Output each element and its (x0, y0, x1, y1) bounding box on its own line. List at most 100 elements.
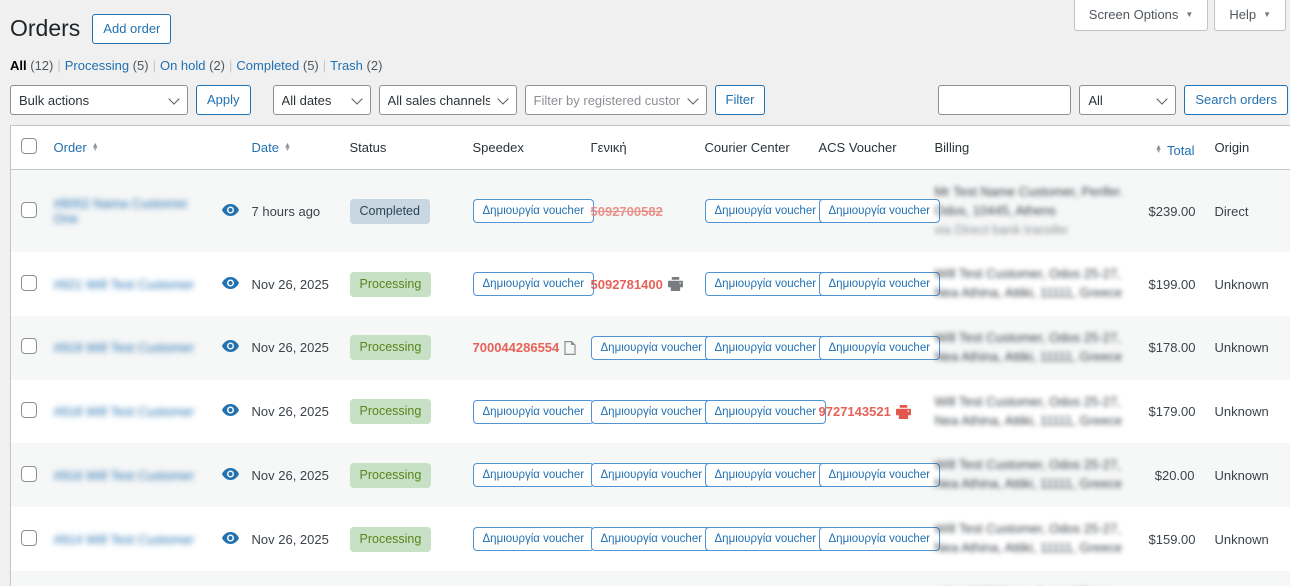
order-link[interactable]: #918 Will Test Customer (53, 404, 195, 420)
order-date: Nov 26, 2025 (251, 531, 329, 547)
apply-button[interactable]: Apply (196, 85, 251, 116)
view-filter-trash[interactable]: Trash (2) (330, 58, 383, 74)
screen-meta-tabs: Screen Options ▼ Help ▼ (1073, 0, 1286, 31)
view-filter-processing[interactable]: Processing (5) (64, 58, 149, 74)
sort-by-order[interactable]: Order ▲ ▼ (53, 140, 99, 156)
order-row-checkbox[interactable] (21, 201, 37, 218)
create-voucher-button-speedex[interactable]: Δημιουργία voucher (472, 527, 595, 551)
filter-button[interactable]: Filter (714, 85, 766, 116)
search-orders-button[interactable]: Search orders (1184, 85, 1288, 116)
create-voucher-button-courier-center[interactable]: Δημιουργία voucher (704, 199, 827, 224)
create-voucher-button-geniki[interactable]: Δημιουργία voucher (590, 527, 713, 551)
create-voucher-button-speedex[interactable]: Δημιουργία voucher (472, 463, 595, 488)
page-title: Orders (10, 15, 81, 42)
views-separator: | (57, 58, 61, 74)
chevron-down-icon: ▼ (1263, 10, 1271, 19)
customer-filter-select[interactable]: Filter by registered customer (524, 85, 707, 116)
views-separator: | (229, 58, 233, 74)
order-preview-eye-icon[interactable] (221, 467, 239, 480)
order-preview-eye-icon[interactable] (221, 276, 239, 289)
screen-options-label: Screen Options (1088, 7, 1179, 22)
bulk-actions-select[interactable]: Bulk actions (10, 85, 188, 116)
add-order-button[interactable]: Add order (92, 14, 172, 45)
order-origin: Unknown (1214, 531, 1269, 547)
voucher-document-icon[interactable] (564, 340, 576, 355)
create-voucher-button-geniki[interactable]: Δημιουργία voucher (590, 335, 713, 360)
create-voucher-button-geniki[interactable]: Δημιουργία voucher (590, 463, 713, 488)
create-voucher-button-acs[interactable]: Δημιουργία voucher (818, 463, 941, 488)
order-row-checkbox[interactable] (21, 529, 37, 546)
create-voucher-button-courier-center[interactable]: Δημιουργία voucher (704, 335, 827, 360)
create-voucher-button-acs[interactable]: Δημιουργία voucher (818, 527, 941, 551)
print-voucher-icon[interactable] (895, 404, 911, 419)
help-tab[interactable]: Help ▼ (1214, 0, 1286, 31)
search-type-select[interactable]: All (1079, 85, 1177, 116)
order-total: $399.00 (1139, 571, 1205, 586)
order-link[interactable]: #919 Will Test Customer (53, 340, 195, 356)
acs-voucher-number: 9727143521 (819, 404, 911, 419)
order-row-checkbox[interactable] (21, 274, 37, 291)
search-input[interactable] (938, 85, 1072, 116)
sort-by-date[interactable]: Date ▲ ▼ (251, 140, 291, 156)
order-preview-eye-icon[interactable] (221, 531, 239, 544)
create-voucher-button-speedex[interactable]: Δημιουργία voucher (472, 272, 595, 297)
views-separator: | (152, 58, 156, 74)
billing-line: Mr Test Name Customer, Perifer. (934, 183, 1123, 199)
view-filter-all[interactable]: All (12) (10, 58, 54, 74)
order-preview-eye-icon[interactable] (221, 203, 239, 216)
create-voucher-button-courier-center[interactable]: Δημιουργία voucher (704, 463, 827, 488)
create-voucher-button-geniki[interactable]: Δημιουργία voucher (590, 399, 713, 424)
dates-filter-select[interactable]: All dates (272, 85, 371, 116)
speedex-column-header: Speedex (462, 125, 581, 170)
screen-options-tab[interactable]: Screen Options ▼ (1073, 0, 1209, 31)
billing-line: Nea Athina, Attiki, 11111, Greece (934, 540, 1123, 555)
customer-filter-select-wrap: Filter by registered customer (524, 85, 707, 116)
print-voucher-icon[interactable] (667, 277, 683, 292)
sort-by-total[interactable]: ▲ ▼ Total (1155, 142, 1195, 158)
billing-address: Will Test Customer, Odos 25-27, Nea Athin… (925, 252, 1139, 316)
create-voucher-button-acs[interactable]: Δημιουργία voucher (818, 199, 941, 224)
order-row-checkbox[interactable] (21, 402, 37, 419)
order-origin: Direct (1214, 203, 1249, 219)
order-origin: Unknown (1214, 340, 1269, 356)
order-preview-eye-icon[interactable] (221, 404, 239, 417)
courier-center-cell: Δημιουργία voucher (695, 507, 827, 571)
view-filter-on-hold[interactable]: On hold (2) (159, 58, 225, 74)
courier-center-cell: Δημιουργία voucher (695, 380, 827, 444)
geniki-cell: 5092700582 (581, 169, 695, 252)
view-filter-completed[interactable]: Completed (5) (236, 58, 319, 74)
billing-address: qdev 102211, Leoforos Kifisias,Athina, A… (925, 571, 1139, 586)
create-voucher-button-courier-center[interactable]: Δημιουργία voucher (704, 272, 827, 297)
order-link[interactable]: #916 Will Test Customer (53, 467, 195, 483)
create-voucher-button-courier-center[interactable]: Δημιουργία voucher (704, 399, 827, 424)
order-row-checkbox[interactable] (21, 465, 37, 482)
order-row-checkbox[interactable] (21, 338, 37, 355)
order-row: #918 Will Test Customer Nov 26, 2025 Proce… (10, 379, 1290, 444)
order-total: $239.00 (1148, 203, 1196, 219)
order-link[interactable]: #8052 Nama Customer One (53, 196, 188, 227)
select-all-checkbox[interactable] (21, 138, 37, 155)
order-preview-eye-icon[interactable] (221, 340, 239, 353)
create-voucher-button-courier-center[interactable]: Δημιουργία voucher (704, 527, 827, 551)
create-voucher-button-speedex[interactable]: Δημιουργία voucher (472, 399, 595, 424)
order-status-views: All (12) | Processing (5) | On hold (2) | Comp… (10, 58, 1290, 73)
create-voucher-button-acs[interactable]: Δημιουργία voucher (818, 335, 941, 360)
sales-channels-select[interactable]: All sales channels (378, 85, 517, 116)
status-column-header: Status (339, 125, 463, 170)
speedex-cell: Δημιουργία voucher (463, 169, 595, 252)
billing-line: Nea Athina, Attiki, 11111, Greece (934, 285, 1123, 301)
order-link[interactable]: #921 Will Test Customer (53, 276, 195, 292)
create-voucher-button-acs[interactable]: Δημιουργία voucher (818, 272, 941, 297)
courier-center-cell: Δημιουργία voucher (695, 252, 827, 316)
views-separator: | (322, 58, 327, 74)
geniki-cell: Δημιουργία voucher (581, 571, 695, 586)
order-date: Nov 26, 2025 (251, 340, 329, 356)
billing-line: via Direct bank transfer (934, 221, 1069, 237)
chevron-down-icon: ▼ (1185, 10, 1194, 19)
order-total: $179.00 (1148, 404, 1196, 420)
order-origin: Unknown (1214, 467, 1269, 483)
order-link[interactable]: #914 Will Test Customer (53, 531, 195, 547)
order-status-badge: Processing (349, 399, 432, 425)
order-origin: Unknown (1214, 404, 1269, 420)
create-voucher-button-speedex[interactable]: Δημιουργία voucher (472, 199, 595, 224)
